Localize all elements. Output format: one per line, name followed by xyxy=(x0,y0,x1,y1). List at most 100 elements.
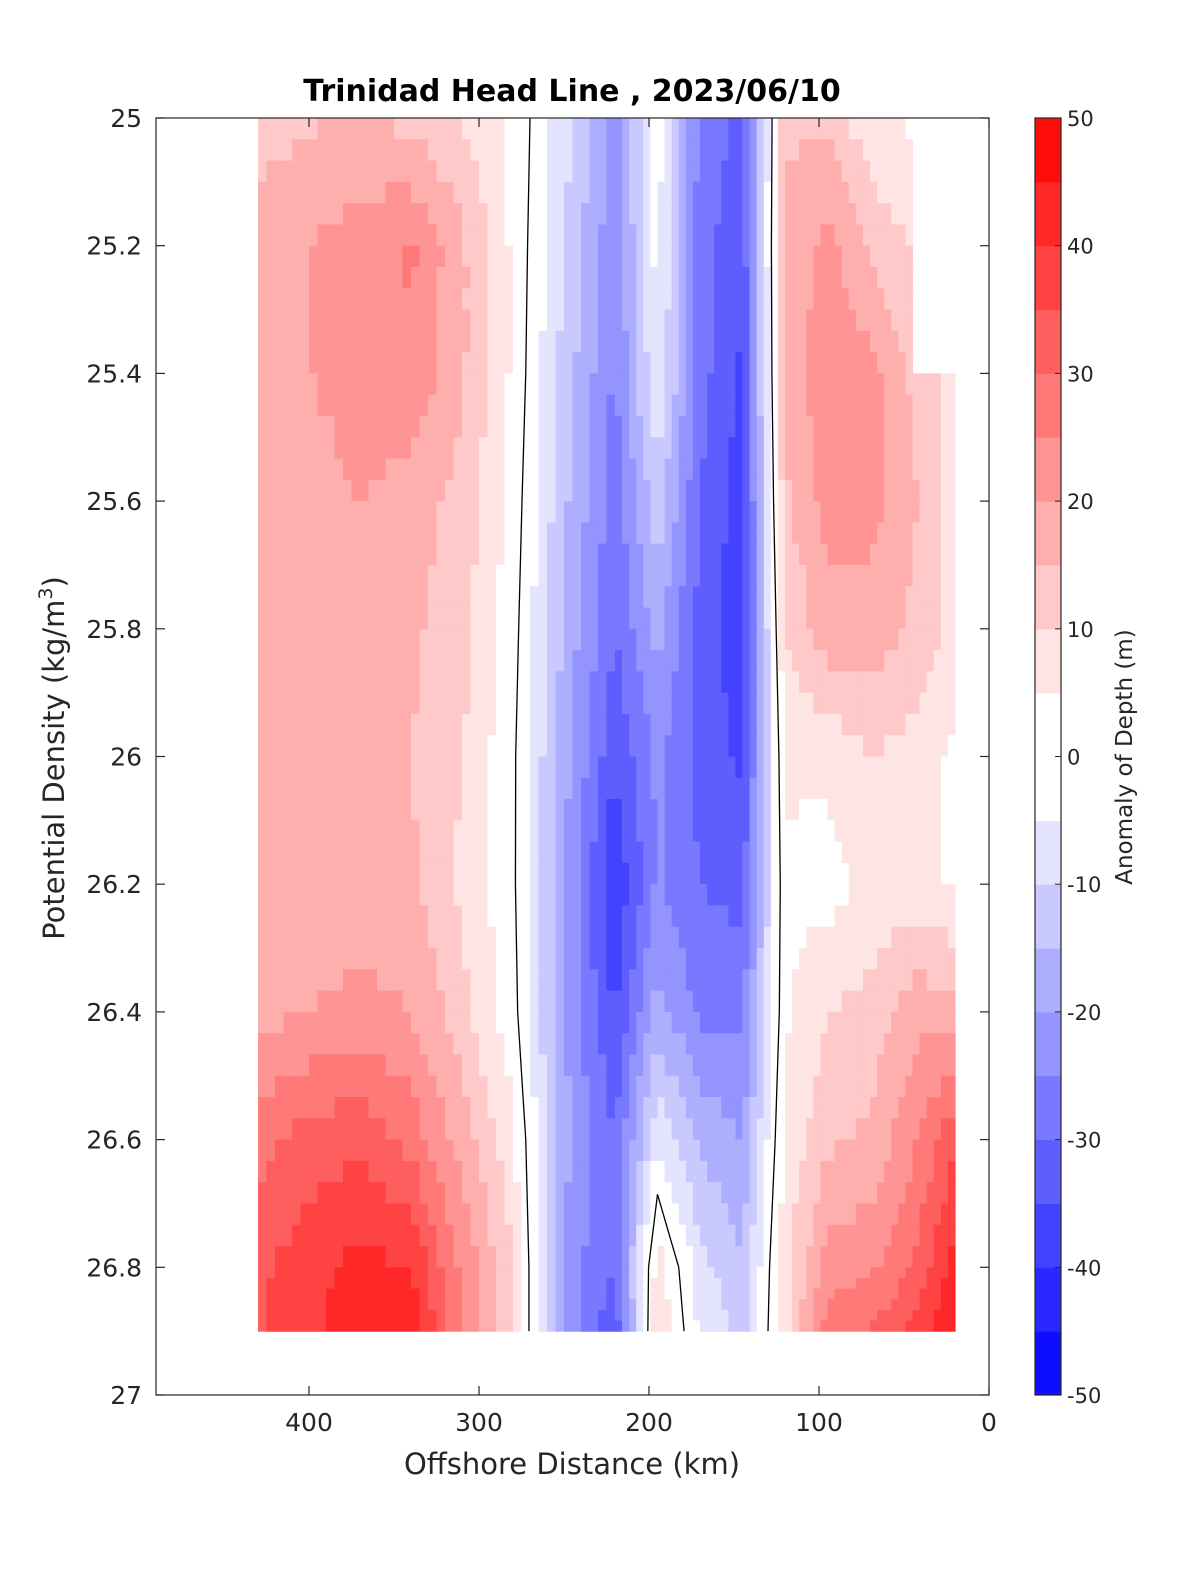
contour-cell xyxy=(275,203,285,226)
contour-cell xyxy=(462,969,472,992)
contour-cell xyxy=(428,671,438,694)
contour-cell xyxy=(317,437,327,460)
contour-cell xyxy=(377,692,387,715)
contour-cell xyxy=(940,1246,949,1268)
contour-cell xyxy=(309,352,319,374)
contour-cell xyxy=(636,1160,644,1183)
contour-cell xyxy=(728,1118,737,1141)
contour-cell xyxy=(678,1203,687,1226)
contour-cell xyxy=(785,479,793,502)
contour-cell xyxy=(394,756,404,779)
contour-cell xyxy=(572,820,582,843)
contour-cell xyxy=(763,224,772,247)
contour-cell xyxy=(643,415,652,438)
contour-cell xyxy=(283,266,293,289)
contour-cell xyxy=(700,926,708,949)
contour-cell xyxy=(555,394,565,417)
contour-cell xyxy=(678,586,687,609)
contour-cell xyxy=(615,415,623,438)
contour-cell xyxy=(862,1054,871,1077)
contour-cell xyxy=(334,543,344,566)
contour-cell xyxy=(487,394,497,417)
contour-cell xyxy=(862,713,871,736)
contour-cell xyxy=(707,884,715,907)
contour-cell xyxy=(513,607,523,630)
contour-cell xyxy=(572,926,582,949)
contour-cell xyxy=(487,1299,497,1311)
contour-cell xyxy=(394,373,404,396)
contour-cell xyxy=(855,990,864,1013)
contour-cell xyxy=(692,309,701,332)
contour-cell xyxy=(622,458,630,481)
contour-cell xyxy=(671,1160,680,1183)
contour-cell xyxy=(504,1054,514,1077)
contour-cell xyxy=(735,309,744,332)
contour-cell xyxy=(377,1267,387,1279)
contour-cell xyxy=(496,160,506,183)
contour-cell xyxy=(792,1246,800,1268)
contour-cell xyxy=(742,1054,751,1077)
contour-cell xyxy=(343,607,353,630)
contour-cell xyxy=(799,266,807,289)
contour-cell xyxy=(564,1246,574,1268)
contour-cell xyxy=(581,564,591,587)
contour-cell xyxy=(428,1267,438,1279)
contour-cell xyxy=(813,1246,822,1268)
contour-cell xyxy=(275,415,285,438)
contour-cell xyxy=(862,543,871,566)
contour-cell xyxy=(834,1033,843,1056)
contour-cell xyxy=(940,501,949,523)
contour-cell xyxy=(707,1139,715,1162)
contour-cell xyxy=(870,330,878,353)
contour-cell xyxy=(664,181,673,204)
contour-cell xyxy=(343,671,353,694)
contour-cell xyxy=(385,735,395,758)
contour-cell xyxy=(707,628,715,651)
contour-cell xyxy=(806,607,814,630)
contour-cell xyxy=(735,266,744,289)
contour-cell xyxy=(615,1224,623,1247)
contour-cell xyxy=(671,373,680,396)
contour-cell xyxy=(799,820,807,843)
contour-cell xyxy=(728,650,737,672)
contour-cell xyxy=(905,501,914,523)
contour-cell xyxy=(898,650,907,672)
contour-cell xyxy=(538,671,548,694)
contour-cell xyxy=(947,1118,956,1141)
contour-cell xyxy=(521,926,531,949)
contour-cell xyxy=(827,799,836,821)
contour-cell xyxy=(360,1320,370,1332)
contour-cell xyxy=(453,841,463,864)
contour-cell xyxy=(912,926,921,949)
contour-cell xyxy=(622,501,630,523)
contour-cell xyxy=(436,969,446,992)
contour-cell xyxy=(445,1139,455,1162)
contour-cell xyxy=(317,799,327,821)
contour-cell xyxy=(300,1203,310,1226)
contour-cell xyxy=(707,1224,715,1247)
contour-cell xyxy=(714,799,722,821)
contour-cell xyxy=(707,181,715,204)
contour-cell xyxy=(629,650,637,672)
contour-cell xyxy=(947,884,956,907)
contour-cell xyxy=(385,1160,395,1183)
contour-cell xyxy=(827,862,836,885)
contour-cell xyxy=(933,948,942,970)
contour-cell xyxy=(411,266,421,289)
contour-cell xyxy=(521,1182,531,1205)
contour-cell xyxy=(513,905,523,928)
contour-cell xyxy=(877,309,885,332)
contour-cell xyxy=(564,799,574,821)
contour-cell xyxy=(629,266,637,289)
contour-cell xyxy=(629,160,637,183)
contour-cell xyxy=(657,245,666,268)
contour-cell xyxy=(643,160,652,183)
contour-cell xyxy=(445,777,455,800)
contour-cell xyxy=(813,501,822,523)
contour-cell xyxy=(785,777,793,800)
contour-cell xyxy=(581,394,591,417)
contour-cell xyxy=(841,564,850,587)
contour-cell xyxy=(581,1139,591,1162)
contour-cell xyxy=(343,501,353,523)
contour-cell xyxy=(581,820,591,843)
